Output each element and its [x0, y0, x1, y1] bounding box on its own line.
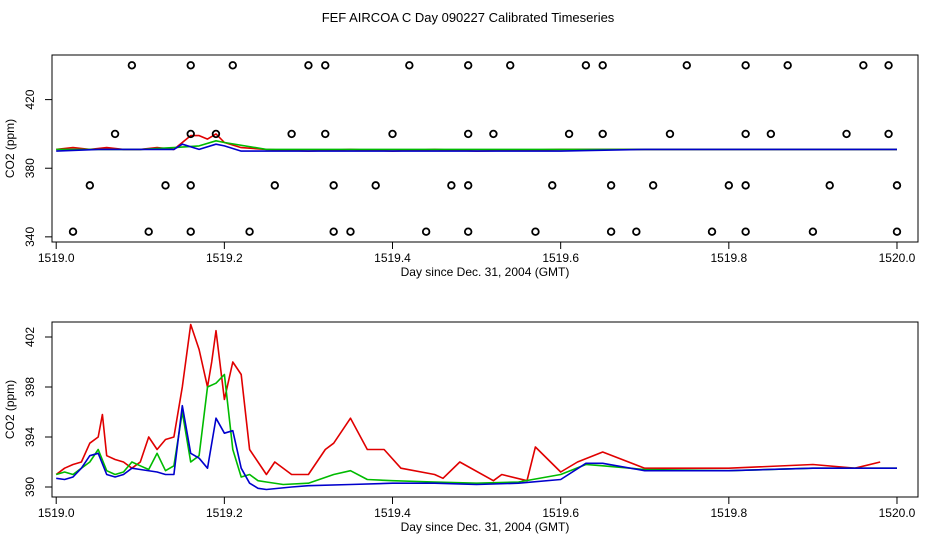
green-series-line [55, 373, 897, 486]
scatter-point [85, 181, 95, 190]
scatter-point [144, 227, 153, 236]
bottom-panel: 1519.0 1519.2 1519.4 1519.6 1519.8 1520.0 Day … [3, 321, 919, 534]
scatter-point [287, 129, 296, 139]
scatter-point [186, 181, 195, 190]
scatter-point [892, 227, 902, 236]
scatter-point [766, 129, 776, 139]
x-tick-label: 1519.8 [710, 506, 747, 520]
chart-title: FEF AIRCOA C Day 090227 Calibrated Times… [322, 10, 615, 25]
scatter-point [329, 181, 338, 190]
scatter-point [682, 61, 691, 70]
scatter-point [741, 181, 750, 190]
blue-series-line [56, 404, 897, 491]
scatter-point [665, 129, 675, 139]
scatter-point [304, 61, 313, 70]
scatter-point [68, 227, 78, 236]
scatter-point [211, 129, 221, 139]
scatter-point [884, 129, 893, 139]
scatter-point [329, 227, 338, 236]
scatter-point [564, 129, 574, 139]
scatter-point [161, 181, 170, 190]
y-axis-title: CO2 (ppm) [3, 380, 17, 439]
scatter-point [321, 129, 330, 139]
x-tick-label: 1519.0 [38, 506, 75, 520]
x-tick-label: 1519.4 [374, 251, 411, 265]
x-axis-title: Day since Dec. 31, 2004 (GMT) [401, 520, 570, 534]
y-tick-label: 380 [23, 158, 37, 178]
scatter-point [724, 181, 734, 190]
y-tick-label: 402 [23, 327, 37, 347]
x-tick-label: 1519.6 [542, 251, 579, 265]
x-tick-label: 1519.4 [374, 506, 411, 520]
red-series-line [55, 323, 881, 482]
scatter-point [598, 129, 607, 139]
scatter-point [463, 227, 473, 236]
scatter-point [598, 61, 607, 70]
x-tick-label: 1519.2 [206, 251, 243, 265]
x-axis-title: Day since Dec. 31, 2004 (GMT) [401, 265, 570, 279]
scatter-point [489, 129, 498, 139]
scatter-point [741, 61, 750, 70]
y-tick-label: 398 [23, 377, 37, 397]
scatter-point [859, 61, 868, 70]
scatter-point [783, 61, 792, 70]
scatter-point [506, 61, 515, 70]
y-tick-label: 390 [23, 477, 37, 497]
x-tick-label: 1520.0 [879, 251, 916, 265]
x-tick-label: 1519.6 [542, 506, 579, 520]
plot-frame [51, 321, 919, 498]
y-axis-title: CO2 (ppm) [3, 119, 17, 178]
scatter-point [581, 61, 591, 70]
scatter-point [707, 227, 717, 236]
scatter-point [228, 61, 237, 70]
scatter-point [371, 181, 380, 190]
scatter-point [808, 227, 818, 236]
scatter-point [245, 227, 254, 236]
scatter-point [606, 227, 616, 236]
scatter-point [741, 227, 750, 236]
y-tick-label: 340 [23, 227, 37, 247]
scatter-point [186, 227, 195, 236]
scatter-point [270, 181, 280, 190]
scatter-point [606, 181, 616, 190]
scatter-point [110, 129, 120, 139]
scatter-point [842, 129, 851, 139]
x-tick-label: 1519.0 [38, 251, 75, 265]
y-tick-label: 420 [23, 89, 37, 109]
scatter-point [531, 227, 540, 236]
plot-frame [51, 54, 919, 243]
scatter-point [186, 129, 195, 139]
scatter-point [421, 227, 431, 236]
scatter-point [346, 227, 355, 236]
x-tick-label: 1519.2 [206, 506, 243, 520]
scatter-point [447, 181, 456, 190]
scatter-point [741, 129, 750, 139]
scatter-point [127, 61, 137, 70]
x-tick-label: 1520.0 [879, 506, 916, 520]
scatter-point [388, 129, 397, 139]
x-tick-label: 1519.8 [710, 251, 747, 265]
scatter-point [463, 181, 473, 190]
scatter-point [405, 61, 414, 70]
scatter-point [892, 181, 902, 190]
scatter-point [632, 227, 641, 236]
scatter-point [648, 181, 658, 190]
scatter-point [884, 61, 893, 70]
scatter-point [463, 61, 473, 70]
y-tick-label: 394 [23, 427, 37, 447]
scatter-point [186, 61, 195, 70]
scatter-point [463, 129, 473, 139]
blue-series-line [56, 143, 897, 152]
scatter-point [825, 181, 834, 190]
scatter-point [548, 181, 557, 190]
scatter-point [321, 61, 330, 70]
top-panel: 1519.0 1519.2 1519.4 1519.6 1519.8 1520.0 Day … [3, 54, 919, 279]
